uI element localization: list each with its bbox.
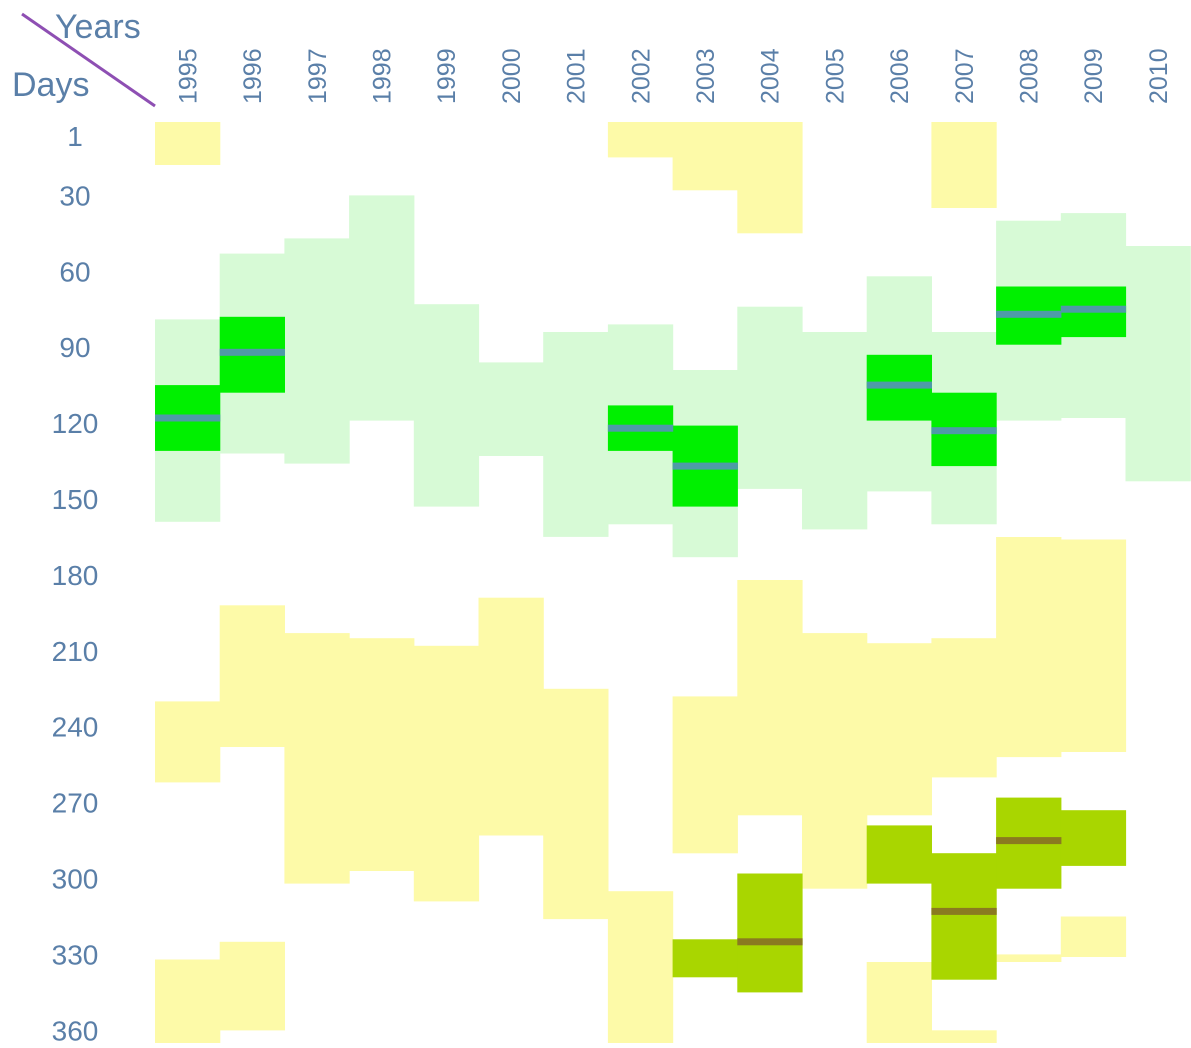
median-markers — [155, 305, 1127, 946]
y-tick-60: 60 — [59, 256, 90, 287]
y-tick-90: 90 — [59, 332, 90, 363]
y-tick-270: 270 — [52, 788, 99, 819]
y-tick-300: 300 — [52, 864, 99, 895]
x-axis-ticks: 1995 1996 1997 1998 1999 2000 2001 2002 2003 2004… — [174, 48, 1173, 104]
cell-pale-yellow-1996-8 — [219, 941, 285, 1031]
x-tick-1998: 1998 — [369, 48, 397, 104]
cell-pale-yellow-1999-11 — [413, 645, 480, 902]
cell-olive-green-2007-3 — [931, 853, 997, 980]
x-tick-2003: 2003 — [692, 48, 720, 104]
x-axis-title: Years — [55, 8, 141, 46]
marker-bright-green-2009 — [1060, 305, 1127, 313]
x-tick-2009: 2009 — [1080, 48, 1108, 104]
cell-pale-yellow-1995-5 — [155, 701, 221, 783]
cell-pale-green-2005-10 — [802, 332, 868, 530]
y-tick-30: 30 — [59, 180, 90, 211]
cell-pale-yellow-2004-16 — [737, 580, 803, 816]
cell-olive-green-2004-1 — [737, 873, 803, 993]
x-tick-2005: 2005 — [821, 48, 849, 104]
x-tick-2010: 2010 — [1145, 48, 1173, 104]
x-tick-2007: 2007 — [951, 48, 979, 104]
cell-pale-yellow-2003-15 — [672, 696, 738, 854]
cell-pale-yellow-2007-21 — [931, 1030, 997, 1043]
cell-pale-yellow-2004-3 — [737, 122, 803, 234]
y-tick-1: 1 — [67, 121, 83, 152]
y-tick-210: 210 — [52, 636, 99, 667]
cell-pale-yellow-2007-4 — [931, 122, 997, 208]
cell-pale-yellow-2006-18 — [866, 643, 932, 816]
y-tick-180: 180 — [52, 560, 99, 591]
cell-pale-yellow-2005-17 — [802, 633, 868, 889]
x-tick-1997: 1997 — [304, 48, 332, 104]
cell-pale-yellow-1995-0 — [155, 122, 221, 165]
marker-bright-green-1995 — [155, 414, 221, 422]
x-tick-1996: 1996 — [239, 48, 267, 104]
cell-pale-yellow-2003-2 — [672, 122, 738, 191]
marker-bright-green-1996 — [219, 348, 285, 356]
marker-olive-green-2007 — [931, 907, 997, 915]
cell-pale-yellow-2009-25 — [1060, 916, 1127, 957]
cell-pale-yellow-2008-22 — [996, 537, 1062, 758]
cell-pale-yellow-2002-14 — [607, 891, 674, 1043]
y-tick-150: 150 — [52, 484, 99, 515]
x-tick-1999: 1999 — [433, 48, 461, 104]
marker-bright-green-2008 — [996, 310, 1062, 318]
marker-bright-green-2007 — [931, 427, 997, 435]
cell-pale-yellow-2001-13 — [543, 688, 609, 920]
cell-olive-green-2006-2 — [866, 825, 932, 884]
cell-pale-yellow-2008-23 — [996, 954, 1062, 962]
x-tick-1995: 1995 — [174, 48, 202, 104]
cell-pale-green-2001-6 — [543, 332, 609, 537]
corner-diagonal — [21, 12, 156, 108]
marker-bright-green-2002 — [607, 424, 674, 432]
y-tick-240: 240 — [52, 712, 99, 743]
x-tick-2000: 2000 — [498, 48, 526, 104]
cell-pale-yellow-1996-7 — [219, 605, 285, 747]
x-tick-2004: 2004 — [757, 48, 785, 104]
cell-olive-green-2003-0 — [672, 939, 738, 978]
y-axis-ticks: 1 30 60 90 120 150 180 210 240 270 300 330 360 — [52, 121, 99, 1046]
cell-pale-yellow-2009-24 — [1060, 539, 1127, 752]
y-tick-330: 330 — [52, 939, 99, 970]
cell-pale-yellow-1997-9 — [284, 633, 350, 884]
marker-bright-green-2006 — [866, 381, 932, 389]
cell-olive-green-2009-5 — [1060, 810, 1127, 866]
y-axis-title: Days — [12, 66, 89, 104]
y-tick-360: 360 — [52, 1015, 99, 1046]
cell-pale-yellow-2000-12 — [478, 597, 544, 836]
heatmap-cells — [155, 122, 1191, 1043]
cell-pale-yellow-2002-1 — [607, 122, 674, 158]
cell-pale-green-2000-5 — [478, 362, 544, 456]
cell-pale-green-1997-2 — [284, 238, 350, 464]
cell-pale-yellow-1998-10 — [349, 638, 415, 871]
x-tick-2008: 2008 — [1016, 48, 1044, 104]
cell-pale-green-1998-3 — [349, 195, 415, 421]
cell-pale-green-2004-9 — [737, 306, 803, 489]
cell-pale-yellow-2006-19 — [866, 962, 932, 1043]
marker-olive-green-2004 — [737, 938, 803, 946]
cell-pale-green-1999-4 — [413, 304, 480, 507]
x-tick-2001: 2001 — [563, 48, 591, 104]
cell-pale-green-2010-15 — [1125, 246, 1191, 482]
marker-bright-green-2003 — [672, 462, 738, 470]
x-tick-2002: 2002 — [627, 48, 655, 104]
y-tick-120: 120 — [52, 408, 99, 439]
x-tick-2006: 2006 — [886, 48, 914, 104]
marker-olive-green-2008 — [996, 837, 1062, 845]
cell-pale-yellow-1995-6 — [155, 959, 221, 1043]
cell-pale-yellow-2007-20 — [931, 638, 997, 778]
